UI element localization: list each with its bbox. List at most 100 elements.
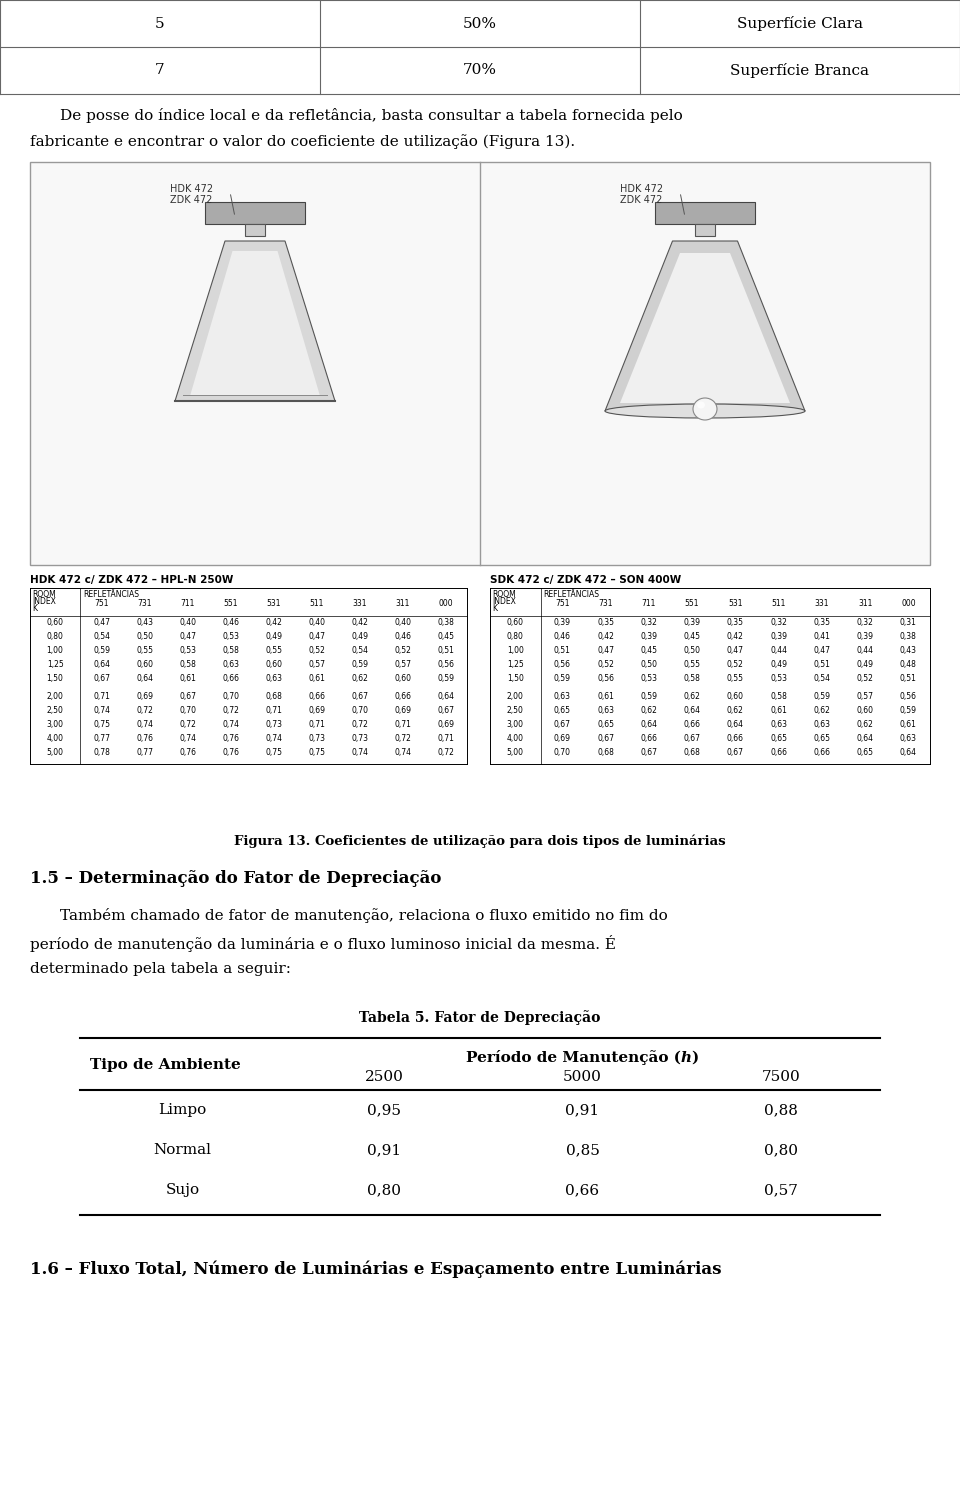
- Text: 0,74: 0,74: [394, 748, 411, 756]
- Text: 511: 511: [772, 599, 785, 608]
- Bar: [655, 202, 755, 224]
- Text: 0,76: 0,76: [222, 734, 239, 743]
- Text: 0,64: 0,64: [727, 721, 744, 730]
- Text: 551: 551: [224, 599, 238, 608]
- Text: 0,56: 0,56: [554, 659, 571, 668]
- Text: 0,60: 0,60: [394, 674, 411, 683]
- Text: 0,65: 0,65: [554, 706, 571, 715]
- Text: 0,69: 0,69: [554, 734, 571, 743]
- Text: 0,64: 0,64: [684, 706, 701, 715]
- Text: 3,00: 3,00: [507, 721, 524, 730]
- Text: 0,73: 0,73: [265, 721, 282, 730]
- Text: 0,57: 0,57: [764, 1183, 798, 1197]
- Text: 0,65: 0,65: [770, 734, 787, 743]
- Text: 0,42: 0,42: [727, 632, 744, 641]
- Text: 0,62: 0,62: [813, 706, 830, 715]
- Text: 1.6 – Fluxo Total, Número de Luminárias e Espaçamento entre Luminárias: 1.6 – Fluxo Total, Número de Luminárias …: [30, 1260, 722, 1278]
- Text: 0,62: 0,62: [640, 706, 658, 715]
- Text: 0,52: 0,52: [597, 659, 614, 668]
- Polygon shape: [175, 241, 335, 401]
- Text: 0,40: 0,40: [394, 619, 411, 628]
- Text: 0,51: 0,51: [554, 646, 570, 655]
- Text: 0,66: 0,66: [813, 748, 830, 756]
- Text: 311: 311: [858, 599, 873, 608]
- Text: 711: 711: [180, 599, 195, 608]
- Text: 0,61: 0,61: [597, 692, 614, 701]
- Bar: [245, 224, 265, 236]
- Text: 0,46: 0,46: [554, 632, 571, 641]
- Text: 0,57: 0,57: [856, 692, 874, 701]
- Text: 0,68: 0,68: [597, 748, 614, 756]
- Text: 0,67: 0,67: [727, 748, 744, 756]
- Text: 0,46: 0,46: [394, 632, 411, 641]
- Text: 0,74: 0,74: [180, 734, 196, 743]
- Text: 331: 331: [815, 599, 829, 608]
- Text: 0,69: 0,69: [437, 721, 454, 730]
- Text: 0,67: 0,67: [597, 734, 614, 743]
- Text: 0,72: 0,72: [180, 721, 196, 730]
- Text: 0,71: 0,71: [93, 692, 110, 701]
- Text: 7: 7: [156, 63, 165, 78]
- Text: 5: 5: [156, 16, 165, 30]
- Text: 2,00: 2,00: [47, 692, 63, 701]
- Text: 0,76: 0,76: [136, 734, 154, 743]
- Text: 0,39: 0,39: [640, 632, 658, 641]
- Text: 0,55: 0,55: [136, 646, 154, 655]
- Text: 0,72: 0,72: [136, 706, 154, 715]
- Text: 0,52: 0,52: [395, 646, 411, 655]
- Text: Também chamado de fator de manutenção, relaciona o fluxo emitido no fim do: Também chamado de fator de manutenção, r…: [60, 907, 668, 922]
- Text: 0,55: 0,55: [265, 646, 282, 655]
- Text: 0,60: 0,60: [856, 706, 874, 715]
- Text: Figura 13. Coeficientes de utilização para dois tipos de luminárias: Figura 13. Coeficientes de utilização pa…: [234, 836, 726, 849]
- Text: 0,53: 0,53: [222, 632, 239, 641]
- Text: 0,43: 0,43: [136, 619, 154, 628]
- Text: 0,53: 0,53: [180, 646, 196, 655]
- Text: Período de Manutenção (ℎ): Período de Manutenção (ℎ): [466, 1049, 699, 1064]
- Text: Superfície Branca: Superfície Branca: [731, 63, 870, 78]
- Text: 0,45: 0,45: [640, 646, 658, 655]
- Text: 0,66: 0,66: [640, 734, 658, 743]
- Text: 2,50: 2,50: [47, 706, 63, 715]
- Text: 1.5 – Determinação do Fator de Depreciação: 1.5 – Determinação do Fator de Depreciaç…: [30, 870, 442, 887]
- Text: 0,58: 0,58: [684, 674, 701, 683]
- Text: 0,59: 0,59: [813, 692, 830, 701]
- Text: 2,00: 2,00: [507, 692, 524, 701]
- Text: 511: 511: [309, 599, 324, 608]
- Text: 1,50: 1,50: [47, 674, 63, 683]
- Text: 531: 531: [728, 599, 742, 608]
- Text: 0,47: 0,47: [597, 646, 614, 655]
- Text: 0,65: 0,65: [856, 748, 874, 756]
- Text: 731: 731: [137, 599, 152, 608]
- Text: 0,67: 0,67: [180, 692, 196, 701]
- Text: 0,69: 0,69: [308, 706, 325, 715]
- Text: 0,35: 0,35: [727, 619, 744, 628]
- Text: 0,54: 0,54: [93, 632, 110, 641]
- Text: 0,52: 0,52: [308, 646, 325, 655]
- Text: 0,47: 0,47: [308, 632, 325, 641]
- Text: 3,00: 3,00: [47, 721, 63, 730]
- Text: Normal: Normal: [154, 1144, 211, 1157]
- Text: 0,50: 0,50: [640, 659, 658, 668]
- Text: 0,52: 0,52: [727, 659, 744, 668]
- Text: 0,80: 0,80: [764, 1144, 798, 1157]
- Text: 0,54: 0,54: [813, 674, 830, 683]
- Bar: [205, 202, 305, 224]
- Text: 000: 000: [901, 599, 916, 608]
- Text: 0,60: 0,60: [265, 659, 282, 668]
- Text: 0,62: 0,62: [856, 721, 874, 730]
- Text: 0,49: 0,49: [351, 632, 368, 641]
- Text: 0,67: 0,67: [554, 721, 571, 730]
- Text: 0,57: 0,57: [394, 659, 411, 668]
- Text: 0,63: 0,63: [813, 721, 830, 730]
- Text: 0,59: 0,59: [900, 706, 917, 715]
- Text: HDK 472: HDK 472: [170, 184, 213, 194]
- Bar: [30, 161, 930, 565]
- Text: 0,38: 0,38: [900, 632, 917, 641]
- Text: 0,44: 0,44: [770, 646, 787, 655]
- Text: 2,50: 2,50: [507, 706, 524, 715]
- Text: 0,69: 0,69: [394, 706, 411, 715]
- Text: 0,55: 0,55: [727, 674, 744, 683]
- Text: 731: 731: [598, 599, 612, 608]
- Ellipse shape: [693, 398, 717, 420]
- Text: 0,61: 0,61: [308, 674, 325, 683]
